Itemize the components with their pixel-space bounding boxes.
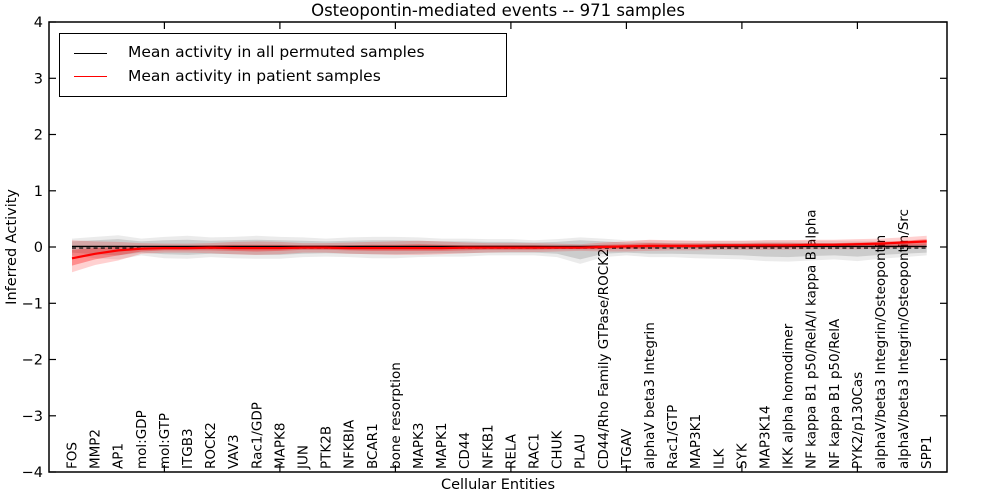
x-tick-label: MAPK8: [272, 423, 288, 469]
legend-entry-patient: Mean activity in patient samples: [60, 69, 506, 85]
x-tick-label: bone resorption: [388, 362, 404, 469]
x-tick-label: NFKB1: [480, 424, 496, 469]
x-tick-label: ILK: [711, 447, 727, 469]
x-tick-label: mol:GTP: [157, 413, 173, 469]
y-tick-label: −1: [22, 296, 43, 312]
x-tick-label: NF kappa B1 p50/RelA/I kappa B alpha: [804, 209, 820, 469]
x-tick-label: RELA: [503, 433, 519, 469]
x-tick-label: RAC1: [527, 433, 543, 469]
x-tick-label: VAV3: [226, 434, 242, 469]
x-axis-label: Cellular Entities: [440, 477, 556, 493]
x-tick-label: mol:GDP: [134, 410, 150, 469]
x-tick-label: SPP1: [919, 436, 935, 469]
y-tick-label: 2: [34, 128, 43, 144]
x-tick-label: CD44/Rho Family GTPase/ROCK2: [596, 248, 612, 469]
x-tick-label: MAPK3: [411, 423, 427, 469]
x-tick-label: BCAR1: [365, 423, 381, 469]
x-tick-label: SYK: [734, 442, 750, 469]
legend-entry-permuted: Mean activity in all permuted samples: [60, 45, 506, 61]
x-tick-label: MAP3K1: [688, 414, 704, 469]
x-tick-label: PLAU: [573, 434, 589, 469]
y-axis-label-wrap: Inferred Activity: [0, 22, 24, 472]
y-tick-label: 3: [34, 71, 43, 87]
x-tick-label: ITGAV: [619, 428, 635, 469]
x-tick-label: ITGB3: [180, 428, 196, 469]
x-tick-label: MMP2: [88, 429, 104, 469]
x-tick-label: NF kappa B1 p50/RelA: [827, 318, 843, 469]
y-tick-label: 0: [34, 240, 43, 256]
x-tick-label: IKK alpha homodimer: [781, 323, 797, 469]
confidence-bands: [72, 235, 927, 273]
y-tick-labels: 4 3 2 1 0 −1 −2 −3 −4: [22, 15, 43, 481]
x-tick-label: alphaV/beta3 Integrin/Osteopontin/Src: [896, 209, 912, 469]
x-tick-label: AP1: [111, 443, 127, 469]
x-tick-label: JUN: [296, 445, 312, 470]
x-tick-label: Rac1/GTP: [665, 405, 681, 469]
x-tick-label: FOS: [65, 442, 81, 469]
permuted-band-inner: [72, 239, 927, 260]
x-tick-label: NFKBIA: [342, 419, 358, 469]
axis-ticks: [49, 21, 947, 473]
x-tick-label: CHUK: [550, 430, 566, 469]
x-tick-label: MAP3K14: [758, 405, 774, 469]
y-tick-label: −2: [22, 353, 43, 369]
x-tick-label: PTK2B: [319, 426, 335, 469]
x-tick-label: CD44: [457, 432, 473, 469]
y-tick-label: 4: [34, 15, 43, 31]
x-tick-label: alphaV/beta3 Integrin/Osteopontin: [873, 235, 889, 469]
y-axis-label: Inferred Activity: [4, 189, 20, 305]
y-tick-label: −4: [22, 465, 43, 481]
x-tick-label: MAPK1: [434, 423, 450, 469]
y-tick-label: −3: [22, 409, 43, 425]
permuted-line-sample-icon: [74, 52, 107, 54]
x-tick-label: PYK2/p130Cas: [850, 372, 866, 469]
series-lines: [71, 240, 927, 260]
y-tick-label: 1: [34, 184, 43, 200]
chart-title: Osteopontin-mediated events -- 971 sampl…: [311, 1, 685, 20]
x-tick-labels: FOS MMP2 AP1 mol:GDP mol:GTP ITGB3 ROCK2 VAV3 Ra…: [65, 209, 936, 470]
permuted-band-outer: [72, 235, 927, 264]
patient-line-sample-icon: [74, 76, 107, 78]
line-mean-activity-in-patient-samples: [71, 240, 927, 260]
x-tick-label: ROCK2: [203, 422, 219, 469]
x-tick-label: alphaV beta3 Integrin: [642, 322, 658, 469]
legend: Mean activity in all permuted samples Me…: [59, 33, 507, 97]
x-tick-label: Rac1/GDP: [249, 402, 265, 469]
legend-label-permuted: Mean activity in all permuted samples: [128, 43, 425, 62]
legend-label-patient: Mean activity in patient samples: [128, 67, 381, 86]
